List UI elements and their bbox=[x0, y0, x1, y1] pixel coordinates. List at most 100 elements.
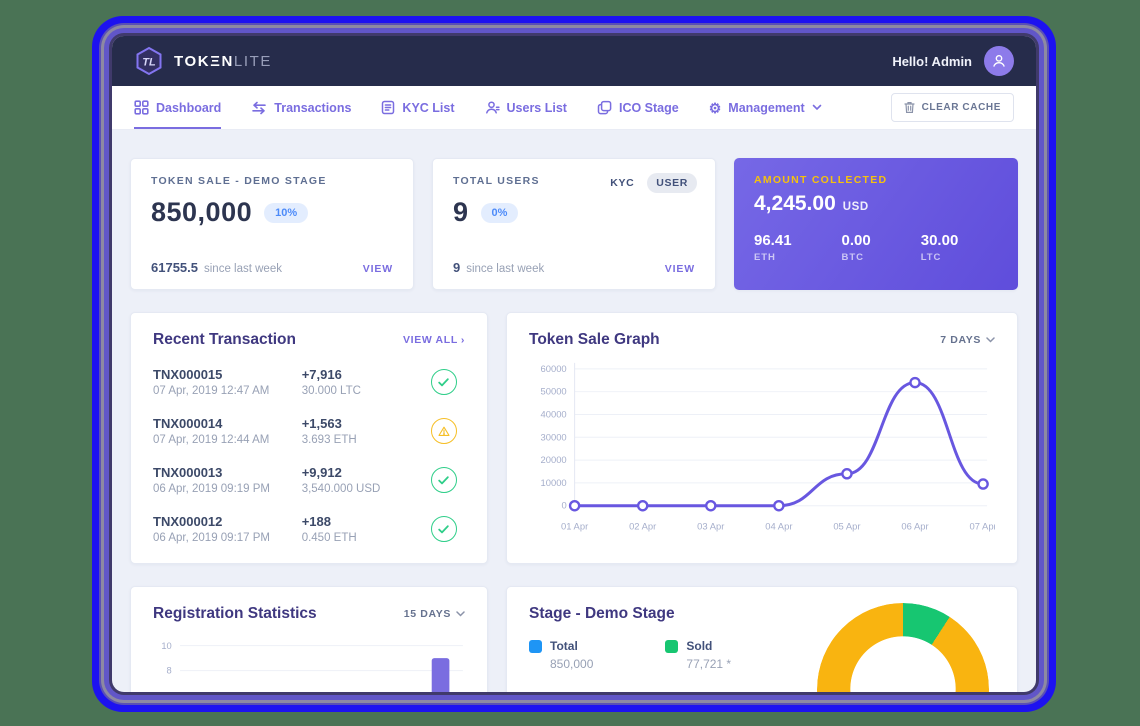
tokenlite-hexagon-icon: TL bbox=[136, 46, 162, 76]
nav-item-management[interactable]: ⚙ Management bbox=[709, 86, 822, 129]
total-users-value: 9 bbox=[453, 197, 469, 227]
dashboard-content: TOKEN SALE - DEMO STAGE 850,000 10% 6175… bbox=[112, 130, 1036, 692]
total-users-view-link[interactable]: VIEW bbox=[664, 263, 695, 275]
delta-label: since last week bbox=[204, 263, 282, 275]
svg-text:04 Apr: 04 Apr bbox=[765, 521, 792, 532]
token-sale-card: TOKEN SALE - DEMO STAGE 850,000 10% 6175… bbox=[130, 158, 414, 290]
brand-wordmark: TOKΞNLITE bbox=[174, 52, 272, 70]
svg-text:20000: 20000 bbox=[541, 454, 567, 465]
tx-date: 07 Apr, 2019 12:44 AM bbox=[153, 434, 270, 446]
success-check-icon bbox=[430, 369, 457, 395]
transaction-row[interactable]: TNX000015 07 Apr, 2019 12:47 AM +7,916 30.0… bbox=[153, 357, 465, 406]
card-title: TOTAL USERS bbox=[453, 175, 540, 187]
svg-text:10000: 10000 bbox=[541, 477, 567, 488]
main-nav: Dashboard Transactions KYC List Users Li… bbox=[112, 86, 1036, 130]
clear-cache-label: CLEAR CACHE bbox=[921, 102, 1001, 113]
nav-label: Management bbox=[728, 100, 805, 115]
amount-value: 4,245.00 bbox=[754, 192, 836, 215]
registration-bar-chart: 10 8 bbox=[153, 629, 465, 692]
app-window: TL TOKΞNLITE Hello! Admin Dash bbox=[112, 36, 1036, 692]
gear-icon: ⚙ bbox=[708, 99, 722, 116]
view-all-link[interactable]: VIEW ALL › bbox=[403, 334, 465, 346]
nav-item-ico-stage[interactable]: ICO Stage bbox=[597, 86, 679, 129]
tx-date: 06 Apr, 2019 09:17 PM bbox=[153, 532, 271, 544]
token-graph-range-dropdown[interactable]: 7 DAYS bbox=[940, 334, 995, 346]
token-sale-value: 850,000 bbox=[151, 197, 253, 227]
toggle-kyc[interactable]: KYC bbox=[610, 177, 635, 189]
registration-range-dropdown[interactable]: 15 DAYS bbox=[404, 608, 465, 620]
tx-amount: +9,912 bbox=[301, 465, 342, 480]
amount-collected-card: AMOUNT COLLECTED 4,245.00 USD 96.41 ETH … bbox=[734, 158, 1018, 290]
card-title: TOKEN SALE - DEMO STAGE bbox=[151, 175, 327, 187]
panel-title: Token Sale Graph bbox=[529, 331, 660, 348]
legend-total: Total 850,000 bbox=[529, 639, 593, 671]
svg-text:TL: TL bbox=[142, 57, 156, 69]
sold-swatch bbox=[665, 639, 679, 653]
users-icon bbox=[485, 101, 500, 114]
total-users-badge: 0% bbox=[480, 202, 519, 223]
tx-id: TNX000015 bbox=[153, 367, 223, 382]
token-sale-view-link[interactable]: VIEW bbox=[362, 263, 393, 275]
tx-id: TNX000014 bbox=[153, 416, 223, 431]
nav-label: Dashboard bbox=[156, 100, 222, 115]
avatar[interactable] bbox=[984, 46, 1014, 76]
svg-text:06 Apr: 06 Apr bbox=[901, 521, 928, 532]
nav-label: Users List bbox=[506, 100, 567, 115]
success-check-icon bbox=[430, 467, 457, 493]
panel-title: Stage - Demo Stage bbox=[529, 605, 675, 622]
nav-item-kyc-list[interactable]: KYC List bbox=[381, 86, 455, 129]
svg-text:30000: 30000 bbox=[541, 431, 567, 442]
svg-text:05 Apr: 05 Apr bbox=[833, 521, 860, 532]
nav-item-users-list[interactable]: Users List bbox=[485, 86, 567, 129]
transactions-arrows-icon bbox=[252, 101, 267, 114]
card-title: AMOUNT COLLECTED bbox=[754, 174, 888, 186]
svg-text:02 Apr: 02 Apr bbox=[629, 521, 656, 532]
chevron-down-icon bbox=[812, 104, 821, 111]
registration-statistics-panel: Registration Statistics 15 DAYS 10 8 bbox=[130, 586, 488, 692]
nav-label: ICO Stage bbox=[618, 100, 679, 115]
transaction-row[interactable]: TNX000014 07 Apr, 2019 12:44 AM +1,563 3.69… bbox=[153, 406, 465, 455]
svg-text:03 Apr: 03 Apr bbox=[697, 521, 724, 532]
nav-item-dashboard[interactable]: Dashboard bbox=[134, 86, 222, 129]
transaction-row[interactable]: TNX000012 06 Apr, 2019 09:17 PM +188 0.450 … bbox=[153, 504, 465, 553]
nav-label: Transactions bbox=[274, 100, 352, 115]
total-users-delta: 9 bbox=[453, 260, 461, 275]
tx-pay-amount: 3,540.000 USD bbox=[301, 483, 381, 495]
panel-title: Registration Statistics bbox=[153, 605, 317, 622]
tx-amount: +1,563 bbox=[301, 416, 342, 431]
breakdown-ltc: 30.00 LTC bbox=[920, 232, 959, 263]
tx-id: TNX000013 bbox=[153, 465, 223, 480]
brand-logo[interactable]: TL TOKΞNLITE bbox=[134, 46, 272, 76]
transaction-list: TNX000015 07 Apr, 2019 12:47 AM +7,916 30.0… bbox=[153, 357, 465, 553]
tx-pay-amount: 30.000 LTC bbox=[301, 385, 361, 397]
svg-text:10: 10 bbox=[161, 641, 171, 651]
tx-pay-amount: 0.450 ETH bbox=[301, 532, 357, 544]
user-icon bbox=[993, 55, 1005, 67]
ico-stage-cube-icon bbox=[597, 100, 612, 115]
chevron-down-icon bbox=[456, 611, 465, 617]
chevron-down-icon bbox=[986, 337, 995, 343]
dashboard-grid-icon bbox=[134, 100, 149, 115]
transaction-row[interactable]: TNX000013 06 Apr, 2019 09:19 PM +9,912 3,54… bbox=[153, 455, 465, 504]
svg-text:60000: 60000 bbox=[541, 363, 567, 374]
svg-text:01 Apr: 01 Apr bbox=[561, 521, 588, 532]
stage-legend: Total 850,000 Sold 77,721 * bbox=[529, 639, 995, 671]
trash-icon bbox=[904, 102, 915, 113]
kyc-list-icon bbox=[382, 100, 395, 115]
top-header: TL TOKΞNLITE Hello! Admin bbox=[112, 36, 1036, 86]
amount-breakdown: 96.41 ETH 0.00 BTC 30.00 LTC bbox=[754, 232, 998, 263]
svg-text:40000: 40000 bbox=[541, 408, 567, 419]
nav-item-transactions[interactable]: Transactions bbox=[251, 86, 351, 129]
tx-date: 07 Apr, 2019 12:47 AM bbox=[153, 385, 270, 397]
token-sale-line-chart: 0 10000 20000 30000 40000 50000 60000 01 Apr 02 … bbox=[529, 355, 995, 553]
clear-cache-button[interactable]: CLEAR CACHE bbox=[890, 93, 1014, 122]
toggle-user[interactable]: USER bbox=[647, 173, 697, 193]
recent-transactions-panel: Recent Transaction VIEW ALL › TNX000015 0… bbox=[130, 312, 488, 564]
svg-text:8: 8 bbox=[167, 666, 172, 676]
total-users-card: TOTAL USERS KYC USER 9 0% 9 since last w… bbox=[432, 158, 716, 290]
breakdown-eth: 96.41 ETH bbox=[754, 232, 792, 263]
user-greeting: Hello! Admin bbox=[892, 53, 972, 69]
users-kyc-toggle: KYC USER bbox=[601, 173, 697, 193]
token-sale-delta: 61755.5 bbox=[151, 260, 198, 275]
